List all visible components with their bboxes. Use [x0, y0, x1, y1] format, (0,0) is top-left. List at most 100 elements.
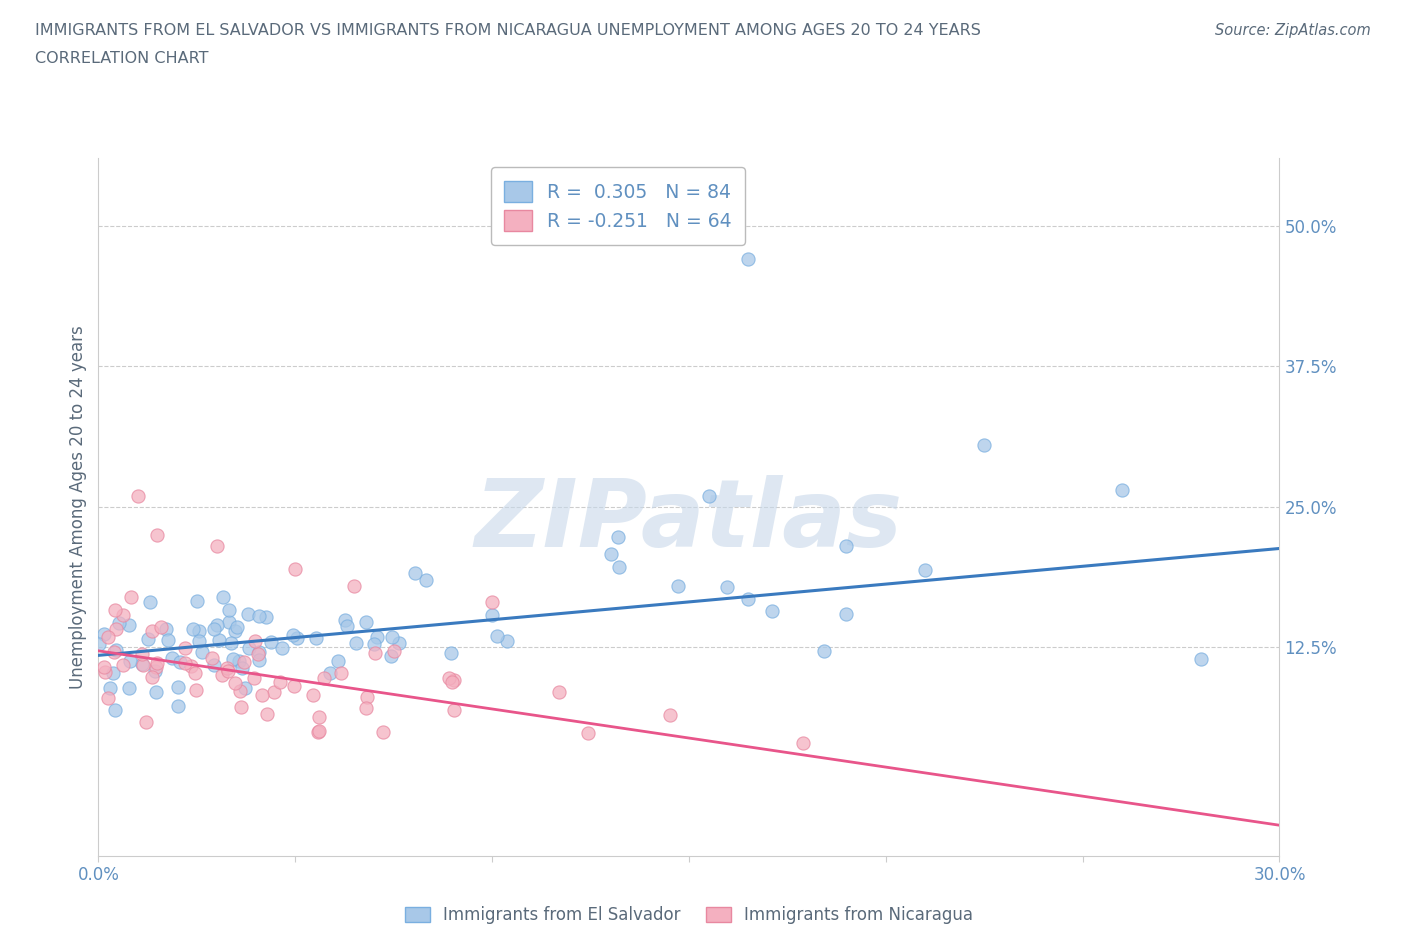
Y-axis label: Unemployment Among Ages 20 to 24 years: Unemployment Among Ages 20 to 24 years — [69, 325, 87, 689]
Point — [246, 647, 269, 662]
Point — [247, 609, 270, 624]
Point — [238, 606, 260, 621]
Point — [404, 565, 426, 580]
Point — [167, 698, 190, 713]
Point — [120, 590, 142, 604]
Point — [212, 590, 235, 604]
Point — [547, 684, 569, 699]
Point — [180, 658, 202, 673]
Point — [120, 654, 142, 669]
Point — [1189, 651, 1212, 666]
Point — [218, 615, 240, 630]
Point — [326, 654, 349, 669]
Point — [184, 683, 207, 698]
Point — [145, 659, 167, 674]
Point — [150, 619, 173, 634]
Point — [136, 631, 159, 646]
Point — [146, 656, 169, 671]
Point — [496, 633, 519, 648]
Point — [139, 595, 162, 610]
Point — [481, 607, 503, 622]
Point — [481, 595, 503, 610]
Point — [271, 641, 294, 656]
Point — [211, 667, 233, 682]
Point — [146, 527, 169, 542]
Point — [307, 724, 329, 739]
Point — [217, 663, 239, 678]
Point — [224, 624, 246, 639]
Point — [215, 660, 238, 675]
Point — [343, 578, 366, 593]
Point — [184, 665, 207, 680]
Point — [363, 636, 385, 651]
Point — [737, 591, 759, 606]
Point — [202, 658, 225, 672]
Point — [356, 690, 378, 705]
Point — [382, 644, 405, 658]
Point — [600, 547, 623, 562]
Point — [312, 671, 335, 685]
Point — [607, 560, 630, 575]
Point — [181, 621, 204, 636]
Point — [143, 664, 166, 679]
Point — [973, 437, 995, 452]
Point — [443, 673, 465, 688]
Point — [108, 616, 131, 631]
Point — [104, 603, 127, 618]
Point — [381, 630, 404, 644]
Point — [380, 648, 402, 663]
Point — [224, 675, 246, 690]
Point — [231, 699, 253, 714]
Point — [132, 658, 155, 672]
Point — [263, 684, 285, 699]
Point — [104, 643, 127, 658]
Point — [302, 687, 325, 702]
Point — [388, 635, 411, 650]
Point — [141, 624, 163, 639]
Point — [103, 644, 125, 659]
Point — [87, 636, 110, 651]
Point — [135, 714, 157, 729]
Point — [160, 651, 183, 666]
Point — [243, 633, 266, 648]
Point — [281, 628, 304, 643]
Point — [243, 671, 266, 685]
Point — [218, 603, 240, 618]
Point — [415, 573, 437, 588]
Point — [914, 563, 936, 578]
Point — [204, 622, 226, 637]
Point — [98, 681, 121, 696]
Point — [127, 488, 149, 503]
Point — [283, 678, 305, 693]
Point — [155, 621, 177, 636]
Point — [737, 252, 759, 267]
Point — [94, 664, 117, 679]
Point — [308, 710, 330, 724]
Point — [118, 618, 141, 632]
Point — [238, 641, 260, 656]
Point — [188, 623, 211, 638]
Point — [173, 656, 195, 671]
Point — [308, 724, 330, 738]
Point — [354, 700, 377, 715]
Point — [329, 666, 352, 681]
Point — [112, 607, 135, 622]
Point — [167, 680, 190, 695]
Point — [716, 579, 738, 594]
Point — [366, 630, 388, 644]
Point — [284, 562, 307, 577]
Point — [835, 606, 858, 621]
Point — [97, 690, 120, 705]
Text: ZIPatlas: ZIPatlas — [475, 475, 903, 566]
Point — [145, 684, 167, 699]
Point — [104, 622, 127, 637]
Point — [439, 671, 461, 685]
Point — [364, 645, 387, 660]
Point — [233, 655, 256, 670]
Text: IMMIGRANTS FROM EL SALVADOR VS IMMIGRANTS FROM NICARAGUA UNEMPLOYMENT AMONG AGES: IMMIGRANTS FROM EL SALVADOR VS IMMIGRANT… — [35, 23, 981, 38]
Point — [208, 633, 231, 648]
Point — [305, 631, 328, 645]
Point — [319, 666, 342, 681]
Point — [186, 594, 208, 609]
Point — [205, 538, 228, 553]
